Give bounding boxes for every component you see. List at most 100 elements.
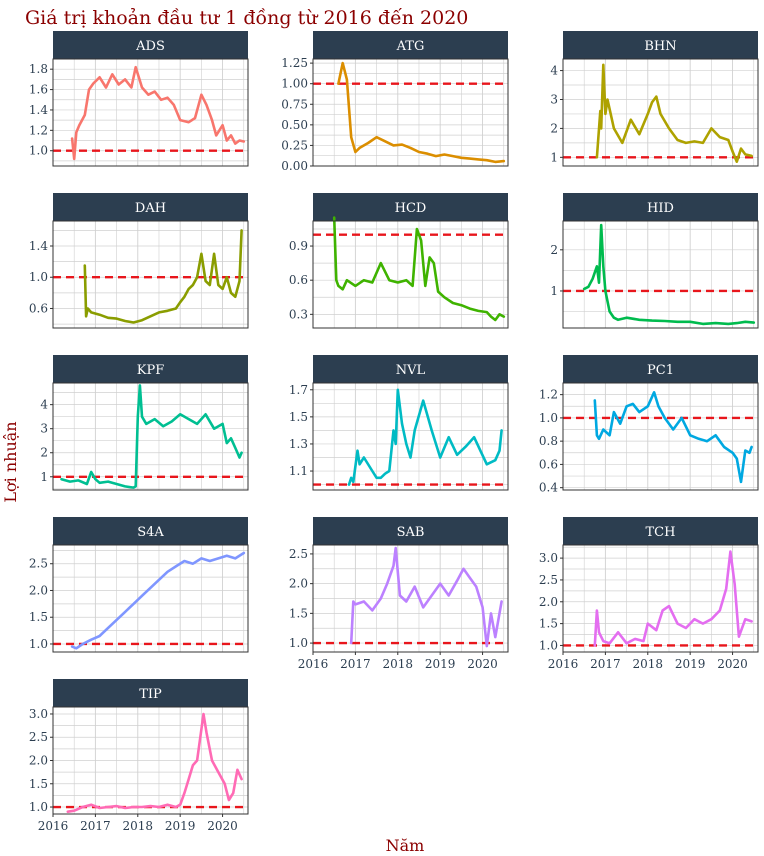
series-line	[83, 229, 243, 324]
series-line	[70, 65, 246, 161]
plot-border	[312, 58, 509, 167]
panel-tch: TCH 1.0 1.5 2.0 2.5 3.0 2016 2017 2018 2019 2020	[539, 517, 759, 671]
y-tick-label: 1.3	[289, 437, 308, 451]
plot-area	[53, 545, 248, 652]
series-line	[60, 384, 243, 489]
facet-label: HCD	[395, 201, 427, 216]
y-tick-label: 0.75	[281, 97, 308, 111]
y-tick-label: 2.5	[29, 557, 48, 571]
series-line	[593, 550, 753, 647]
y-tick-label: 0.50	[281, 118, 308, 132]
panel-hid: HID 1 2	[550, 193, 759, 329]
facet-label: HID	[647, 201, 674, 216]
facet-strip	[313, 31, 508, 59]
y-tick-label: 1.5	[29, 610, 48, 624]
y-tick-label: 1.2	[539, 388, 558, 402]
y-tick-label: 0.8	[539, 434, 558, 448]
series-line	[582, 223, 756, 326]
y-tick-label: 2.0	[539, 595, 558, 609]
panel-hcd: HCD 0.3 0.6 0.9	[289, 193, 509, 329]
series-line	[349, 546, 503, 648]
y-axis-title: Lợi nhuận	[1, 421, 20, 502]
y-tick-label: 1.5	[289, 410, 308, 424]
plot-area	[313, 383, 508, 490]
x-tick-label: 2017	[340, 657, 371, 671]
x-tick-label: 2020	[207, 819, 238, 833]
y-tick-label: 1.0	[29, 800, 48, 814]
y-tick-label: 2.0	[29, 754, 48, 768]
facet-strip	[53, 355, 248, 383]
y-tick-label: 1.0	[289, 636, 308, 650]
facet-strip	[53, 517, 248, 545]
y-tick-label: 3	[40, 422, 48, 436]
plot-area	[313, 59, 508, 166]
y-tick-label: 1.0	[29, 637, 48, 651]
y-tick-label: 0.00	[281, 159, 308, 173]
y-tick-label: 1.8	[29, 62, 48, 76]
facet-strip	[53, 193, 248, 221]
y-tick-label: 0.25	[281, 138, 308, 152]
plot-border	[562, 58, 759, 167]
panel-pc1: PC1 0.4 0.6 0.8 1.0 1.2	[539, 355, 759, 495]
y-tick-label: 2.5	[29, 730, 48, 744]
panel-ads: ADS 1.0 1.2 1.4 1.6 1.8	[29, 31, 249, 167]
panel-dah: DAH 0.6 1.0 1.4	[29, 193, 249, 329]
y-tick-label: 2	[550, 243, 558, 257]
y-tick-label: 1	[40, 470, 48, 484]
facet-label: PC1	[647, 363, 674, 378]
figure-title: Giá trị khoản đầu tư 1 đồng từ 2016 đến …	[25, 7, 468, 29]
y-tick-label: 2.5	[289, 547, 308, 561]
y-tick-label: 1	[550, 284, 558, 298]
x-tick-label: 2017	[590, 657, 621, 671]
y-tick-label: 2.5	[539, 573, 558, 587]
y-tick-label: 1.00	[281, 77, 308, 91]
plot-area	[53, 221, 248, 328]
series-line	[66, 712, 243, 814]
facet-label: TCH	[646, 525, 676, 540]
y-tick-label: 0.6	[29, 301, 48, 315]
y-tick-label: 2.0	[29, 583, 48, 597]
y-tick-label: 0.6	[539, 457, 558, 471]
series-line	[70, 551, 246, 650]
x-tick-label: 2016	[548, 657, 579, 671]
plot-border	[52, 220, 249, 329]
y-tick-label: 1.0	[29, 144, 48, 158]
y-tick-label: 0.9	[289, 239, 308, 253]
facet-label: DAH	[135, 201, 166, 216]
y-tick-label: 1.4	[29, 239, 48, 253]
panel-nvl: NVL 1.1 1.3 1.5 1.7	[289, 355, 509, 491]
facet-label: ATG	[396, 39, 425, 54]
y-tick-label: 1.7	[289, 383, 308, 397]
facet-label: SAB	[397, 525, 425, 540]
plot-border	[312, 220, 509, 329]
series-line	[595, 63, 753, 163]
facet-strip	[563, 193, 758, 221]
panel-bhn: BHN 1 2 3 4	[550, 31, 759, 167]
plot-border	[312, 382, 509, 491]
y-tick-label: 1.5	[539, 617, 558, 631]
y-tick-label: 2	[40, 446, 48, 460]
x-tick-label: 2019	[165, 819, 196, 833]
plot-border	[52, 382, 249, 491]
facet-label: KPF	[137, 363, 164, 378]
plot-border	[312, 544, 509, 653]
y-tick-label: 1.0	[29, 270, 48, 284]
x-tick-label: 2018	[633, 657, 664, 671]
series-line	[347, 388, 503, 486]
y-tick-label: 1	[550, 150, 558, 164]
plot-border	[52, 544, 249, 653]
y-tick-label: 4	[550, 64, 558, 78]
y-tick-label: 0.6	[289, 273, 308, 287]
facet-label: NVL	[396, 363, 426, 378]
y-tick-label: 4	[40, 398, 48, 412]
panel-atg: ATG 0.00 0.25 0.50 0.75 1.00 1.25	[281, 31, 509, 173]
y-tick-label: 3	[550, 92, 558, 106]
y-tick-label: 1.0	[539, 411, 558, 425]
series-line	[332, 216, 506, 322]
y-tick-label: 1.5	[29, 777, 48, 791]
x-tick-label: 2018	[383, 657, 414, 671]
plot-border	[562, 220, 759, 329]
x-tick-label: 2016	[38, 819, 69, 833]
y-tick-label: 3.0	[539, 551, 558, 565]
